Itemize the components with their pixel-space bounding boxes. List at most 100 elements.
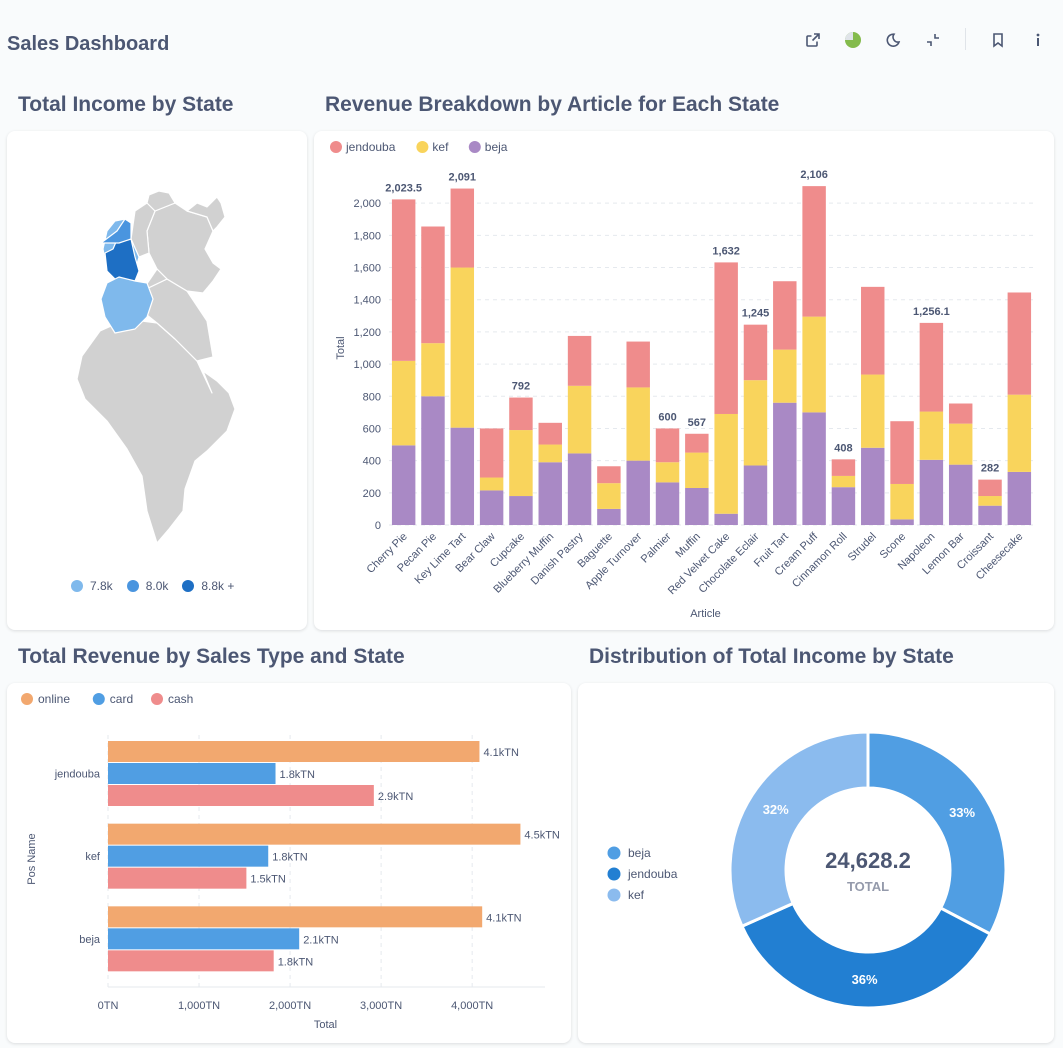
bar-online[interactable] [108,823,521,845]
bar-beja[interactable] [479,490,504,525]
bar-beja[interactable] [391,445,416,525]
bar-kef[interactable] [391,360,416,446]
bar-kef[interactable] [597,483,621,509]
bar-jendouba[interactable] [538,422,562,445]
collapse-icon[interactable] [923,30,943,50]
bar-kef[interactable] [509,430,533,497]
legend-dot-beja[interactable] [607,846,621,860]
legend-label-kef[interactable]: kef [628,888,645,902]
bar-kef[interactable] [626,387,650,461]
bar-beja[interactable] [802,412,826,525]
bar-beja[interactable] [831,487,856,525]
bar-kef[interactable] [655,462,680,483]
bar-jendouba[interactable] [567,335,592,386]
bar-jendouba[interactable] [626,341,650,388]
legend-label-kef[interactable]: kef [432,140,449,154]
bookmark-icon[interactable] [988,30,1008,50]
bar-jendouba[interactable] [773,281,797,350]
bar-beja[interactable] [861,447,885,525]
bar-jendouba[interactable] [802,186,826,317]
bar-card[interactable] [108,928,300,950]
bar-kef[interactable] [479,477,504,491]
bar-kef[interactable] [773,349,797,403]
legend-dot-jendouba[interactable] [607,867,621,881]
bar-jendouba[interactable] [890,421,914,484]
bar-card[interactable] [108,763,276,784]
bar-beja[interactable] [597,508,621,525]
bar-beja[interactable] [567,453,592,525]
bar-beja[interactable] [685,487,709,525]
bar-kef[interactable] [567,385,592,454]
bar-beja[interactable] [919,459,944,525]
bar-jendouba[interactable] [597,466,621,484]
bar-kef[interactable] [685,452,709,488]
bar-jendouba[interactable] [831,459,856,476]
bar-jendouba[interactable] [391,199,416,361]
info-icon[interactable] [1028,30,1048,50]
legend-dot-kef[interactable] [607,888,621,902]
moon-icon[interactable] [883,30,903,50]
bar-beja[interactable] [948,464,973,525]
bar-beja[interactable] [743,465,768,525]
bar-kef[interactable] [948,423,973,465]
bar-jendouba[interactable] [509,397,533,431]
bar-cash[interactable] [108,867,247,889]
bar-beja[interactable] [890,519,914,525]
bar-beja[interactable] [714,513,738,525]
bar-beja[interactable] [626,460,650,525]
bar-kef[interactable] [538,444,562,463]
legend-dot-beja[interactable] [468,141,481,153]
bar-beja[interactable] [421,396,445,525]
bar-jendouba[interactable] [978,479,1002,497]
bar-kef[interactable] [861,374,885,448]
bar-beja[interactable] [773,402,797,525]
bar-beja[interactable] [450,427,475,525]
legend-label-online[interactable]: online [38,692,70,706]
legend-dot-jendouba[interactable] [330,141,342,153]
legend-label-jendouba[interactable]: jendouba [345,140,396,154]
legend-dot-kef[interactable] [416,141,429,153]
legend-label-beja[interactable]: beja [628,846,651,860]
bar-kef[interactable] [978,496,1002,506]
bar-jendouba[interactable] [743,324,768,381]
legend-label-cash[interactable]: cash [168,692,193,706]
legend-dot-online[interactable] [21,693,33,705]
legend-dot-card[interactable] [92,693,105,705]
donut-slice-beja[interactable] [866,730,1008,937]
legend-label-card[interactable]: card [110,692,133,706]
bar-online[interactable] [108,741,480,762]
bar-kef[interactable] [450,267,475,428]
bar-jendouba[interactable] [685,433,709,453]
bar-jendouba[interactable] [948,403,973,424]
bar-kef[interactable] [802,316,826,413]
bar-beja[interactable] [978,505,1002,525]
bar-jendouba[interactable] [919,322,944,412]
bar-beja[interactable] [509,496,533,525]
bar-jendouba[interactable] [1007,292,1032,395]
bar-jendouba[interactable] [714,262,738,414]
bar-jendouba[interactable] [421,226,445,344]
bar-jendouba[interactable] [655,428,680,463]
bar-kef[interactable] [714,413,738,514]
bar-kef[interactable] [919,411,944,460]
bar-beja[interactable] [655,482,680,525]
bar-jendouba[interactable] [450,188,475,268]
bar-kef[interactable] [890,483,914,520]
bar-cash[interactable] [108,950,274,972]
bar-online[interactable] [108,906,483,928]
bar-kef[interactable] [421,343,445,397]
bar-card[interactable] [108,845,269,867]
bar-jendouba[interactable] [861,286,885,375]
legend-label-beja[interactable]: beja [485,140,508,154]
bar-kef[interactable] [831,475,856,488]
donut-slice-jendouba[interactable] [740,901,993,1010]
bar-jendouba[interactable] [479,428,504,478]
refresh-pie-icon[interactable] [843,30,863,50]
legend-dot-cash[interactable] [151,693,163,705]
legend-label-jendouba[interactable]: jendouba [627,867,678,881]
external-link-icon[interactable] [803,30,823,50]
donut-slice-kef[interactable] [728,730,870,929]
bar-beja[interactable] [1007,471,1032,525]
bar-beja[interactable] [538,462,562,525]
bar-kef[interactable] [743,380,768,466]
